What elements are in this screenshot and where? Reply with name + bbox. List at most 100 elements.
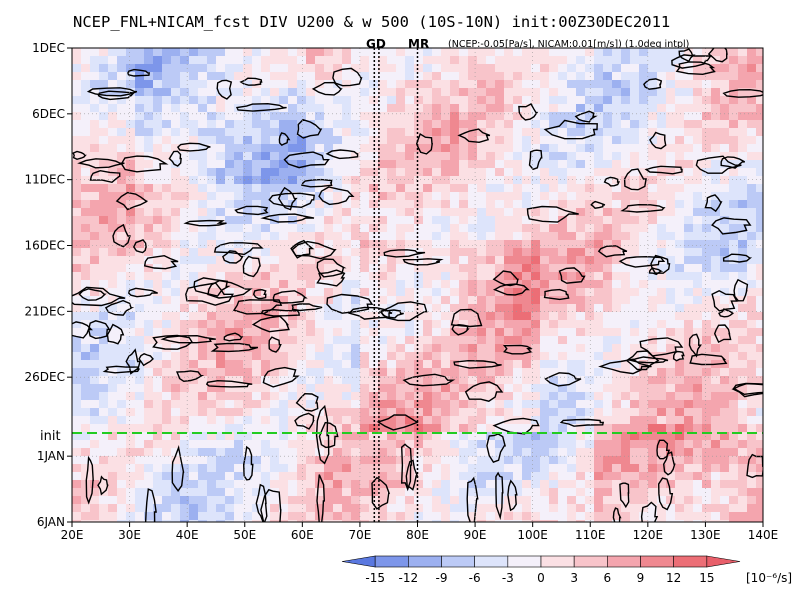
heat-cell (207, 200, 217, 209)
heat-cell (72, 304, 82, 313)
heat-cell (243, 272, 253, 281)
heat-cell (153, 328, 163, 337)
heat-cell (360, 376, 370, 385)
heat-cell (711, 64, 721, 73)
heat-cell (594, 352, 604, 361)
heat-cell (414, 416, 424, 425)
colorbar-segment (441, 555, 475, 568)
heat-cell (234, 352, 244, 361)
heat-cell (576, 440, 586, 449)
heat-cell (756, 496, 763, 505)
heat-cell (135, 104, 145, 113)
heat-cell (450, 104, 460, 113)
heat-cell (756, 136, 763, 145)
heat-cell (180, 264, 190, 273)
heat-cell (333, 224, 343, 233)
heat-cell (729, 400, 739, 409)
heat-cell (423, 352, 433, 361)
heat-cell (405, 240, 415, 249)
heat-cell (378, 224, 388, 233)
heat-cell (630, 504, 640, 513)
heat-cell (270, 240, 280, 249)
heat-cell (153, 256, 163, 265)
heat-cell (666, 120, 676, 129)
heat-cell (666, 200, 676, 209)
heat-cell (270, 320, 280, 329)
heat-cell (531, 464, 541, 473)
heat-cell (558, 256, 568, 265)
y-tick-label: 16DEC (25, 239, 65, 253)
heat-cell (477, 448, 487, 457)
heat-cell (450, 312, 460, 321)
heat-cell (711, 320, 721, 329)
heat-cell (423, 176, 433, 185)
heat-cell (351, 344, 361, 353)
heat-cell (414, 464, 424, 473)
heat-cell (441, 400, 451, 409)
heat-cell (666, 376, 676, 385)
heat-cell (729, 224, 739, 233)
heat-cell (279, 224, 289, 233)
heat-cell (243, 456, 253, 465)
heat-cell (630, 352, 640, 361)
heat-cell (549, 320, 559, 329)
heat-cell (252, 176, 262, 185)
heat-cell (342, 240, 352, 249)
heat-cell (72, 384, 82, 393)
heat-cell (477, 160, 487, 169)
heat-cell (747, 304, 757, 313)
heat-cell (144, 256, 154, 265)
heat-cell (198, 432, 208, 441)
heat-cell (711, 104, 721, 113)
heat-cell (378, 48, 388, 57)
heat-cell (378, 64, 388, 73)
heat-cell (153, 152, 163, 161)
heat-cell (99, 168, 109, 177)
heat-cell (306, 432, 316, 441)
heat-cell (693, 288, 703, 297)
heat-cell (486, 80, 496, 89)
heat-cell (90, 120, 100, 129)
heat-cell (693, 176, 703, 185)
heat-cell (450, 344, 460, 353)
heat-cell (225, 320, 235, 329)
heat-cell (495, 240, 505, 249)
heat-cell (432, 360, 442, 369)
contour-line (400, 443, 413, 492)
heat-cell (207, 264, 217, 273)
colorbar-label: -3 (502, 571, 514, 585)
heat-cell (270, 144, 280, 153)
heat-cell (693, 96, 703, 105)
heat-cell (279, 128, 289, 137)
heat-cell (216, 56, 226, 65)
heat-cell (648, 160, 658, 169)
heat-cell (522, 384, 532, 393)
contour-line (168, 150, 182, 167)
heat-cell (603, 216, 613, 225)
heat-cell (738, 56, 748, 65)
contour-line (451, 323, 470, 336)
heat-cell (504, 336, 514, 345)
heat-cell (360, 384, 370, 393)
heat-cell (621, 288, 631, 297)
heat-cell (252, 56, 262, 65)
heat-cell (621, 200, 631, 209)
heat-cell (729, 448, 739, 457)
heat-cell (711, 296, 721, 305)
heat-cell (720, 448, 730, 457)
heat-cell (387, 312, 397, 321)
heat-cell (72, 88, 82, 97)
heat-cell (738, 424, 748, 433)
heat-cell (477, 472, 487, 481)
heat-cell (324, 128, 334, 137)
heat-cell (261, 384, 271, 393)
heat-cell (639, 384, 649, 393)
heat-cell (450, 352, 460, 361)
heat-cell (279, 56, 289, 65)
heat-cell (720, 440, 730, 449)
heat-cell (171, 384, 181, 393)
heat-cell (477, 488, 487, 497)
heat-cell (675, 200, 685, 209)
heat-cell (450, 240, 460, 249)
heat-cell (423, 344, 433, 353)
